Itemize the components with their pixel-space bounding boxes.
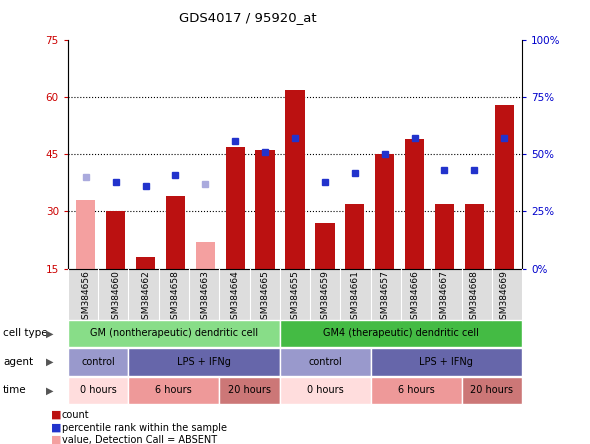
Text: LPS + IFNg: LPS + IFNg	[177, 357, 231, 367]
Text: control: control	[81, 357, 115, 367]
Bar	[405, 139, 424, 269]
Text: time: time	[3, 385, 27, 395]
Bar	[315, 223, 335, 269]
Text: 6 hours: 6 hours	[398, 385, 434, 395]
Text: ▶: ▶	[47, 329, 54, 338]
Bar	[166, 196, 185, 269]
Text: 0 hours: 0 hours	[80, 385, 116, 395]
Bar	[76, 200, 96, 269]
Text: ▶: ▶	[47, 357, 54, 367]
Text: control: control	[309, 357, 342, 367]
Text: cell type: cell type	[3, 329, 48, 338]
Text: value, Detection Call = ABSENT: value, Detection Call = ABSENT	[62, 435, 217, 444]
Text: 0 hours: 0 hours	[307, 385, 343, 395]
Bar	[286, 90, 304, 269]
Text: percentile rank within the sample: percentile rank within the sample	[62, 423, 227, 432]
Bar	[196, 242, 215, 269]
Text: ■: ■	[51, 410, 61, 420]
Text: agent: agent	[3, 357, 33, 367]
Text: ■: ■	[51, 435, 61, 444]
Bar	[494, 105, 514, 269]
Text: 6 hours: 6 hours	[156, 385, 192, 395]
Bar	[464, 204, 484, 269]
Bar	[225, 147, 245, 269]
Bar	[375, 155, 394, 269]
Bar	[435, 204, 454, 269]
Bar	[136, 257, 155, 269]
Bar	[106, 211, 126, 269]
Text: 20 hours: 20 hours	[470, 385, 513, 395]
Text: ▶: ▶	[47, 385, 54, 395]
Bar	[255, 151, 275, 269]
Text: LPS + IFNg: LPS + IFNg	[419, 357, 473, 367]
Text: GM (nontherapeutic) dendritic cell: GM (nontherapeutic) dendritic cell	[90, 329, 258, 338]
Text: count: count	[62, 410, 90, 420]
Text: ■: ■	[51, 423, 61, 432]
Bar	[345, 204, 365, 269]
Text: 20 hours: 20 hours	[228, 385, 271, 395]
Text: GDS4017 / 95920_at: GDS4017 / 95920_at	[179, 11, 317, 24]
Text: GM4 (therapeutic) dendritic cell: GM4 (therapeutic) dendritic cell	[323, 329, 479, 338]
